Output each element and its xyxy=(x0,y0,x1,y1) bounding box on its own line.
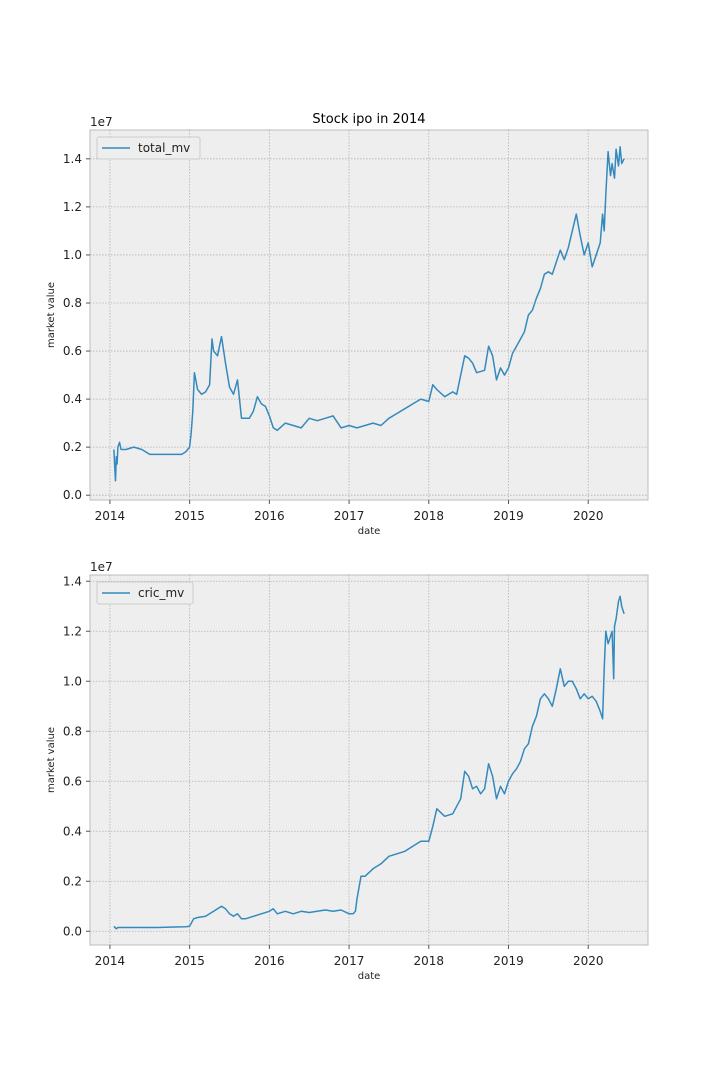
y-exponent-label: 1e7 xyxy=(90,560,113,574)
y-tick-label: 0.4 xyxy=(63,392,82,406)
x-tick-label: 2014 xyxy=(95,509,126,523)
x-tick-label: 2020 xyxy=(573,509,604,523)
x-axis-label: date xyxy=(358,971,381,982)
y-tick-label: 0.6 xyxy=(63,774,82,788)
bottom-chart: 2014 2015 2016 2017 2018 2019 2020 0.0 0.2 0.4 0.6… xyxy=(46,560,649,982)
x-tick-label: 2015 xyxy=(174,954,205,968)
y-tick-label: 0.2 xyxy=(63,440,82,454)
y-tick-label: 0.8 xyxy=(63,724,82,738)
y-tick-label: 0.0 xyxy=(63,488,82,502)
plot-area xyxy=(89,574,649,946)
y-tick-label: 0.2 xyxy=(63,874,82,888)
y-tick-label: 1.0 xyxy=(63,248,82,262)
series-line-total_mv xyxy=(113,146,625,482)
legend-label: cric_mv xyxy=(138,586,184,600)
x-tick-label: 2016 xyxy=(254,954,285,968)
x-tick-label: 2018 xyxy=(414,509,445,523)
x-tick-label: 2020 xyxy=(573,954,604,968)
legend-box xyxy=(96,136,201,160)
x-tick-label: 2017 xyxy=(334,509,365,523)
y-tick-label: 1.4 xyxy=(63,152,82,166)
x-axis-label: date xyxy=(358,526,381,537)
x-tick-label: 2018 xyxy=(414,954,445,968)
x-tick-label: 2015 xyxy=(174,509,205,523)
legend: total_mv xyxy=(96,136,201,160)
y-tick-label: 0.8 xyxy=(63,296,82,310)
x-tick-label: 2016 xyxy=(254,509,285,523)
y-tick-label: 1.0 xyxy=(63,674,82,688)
plot-area xyxy=(89,129,649,501)
y-exponent-label: 1e7 xyxy=(90,115,113,129)
x-tick-label: 2019 xyxy=(493,954,524,968)
x-tick-label: 2017 xyxy=(334,954,365,968)
series-line-cric_mv xyxy=(113,595,625,930)
x-tick-label: 2014 xyxy=(95,954,126,968)
y-tick-label: 1.4 xyxy=(63,574,82,588)
top-chart: 2014 2015 2016 2017 2018 2019 2020 0.0 0.2 0.4 0.6… xyxy=(46,112,649,537)
y-tick-label: 0.6 xyxy=(63,344,82,358)
y-axis-label: market value xyxy=(46,282,57,348)
chart-title: Stock ipo in 2014 xyxy=(312,112,425,127)
y-tick-label: 1.2 xyxy=(63,624,82,638)
legend-label: total_mv xyxy=(138,141,190,155)
legend: cric_mv xyxy=(96,581,194,605)
y-tick-label: 0.0 xyxy=(63,924,82,938)
x-tick-label: 2019 xyxy=(493,509,524,523)
y-axis-label: market value xyxy=(46,727,57,793)
y-tick-label: 0.4 xyxy=(63,824,82,838)
legend-box xyxy=(96,581,194,605)
y-tick-label: 1.2 xyxy=(63,200,82,214)
